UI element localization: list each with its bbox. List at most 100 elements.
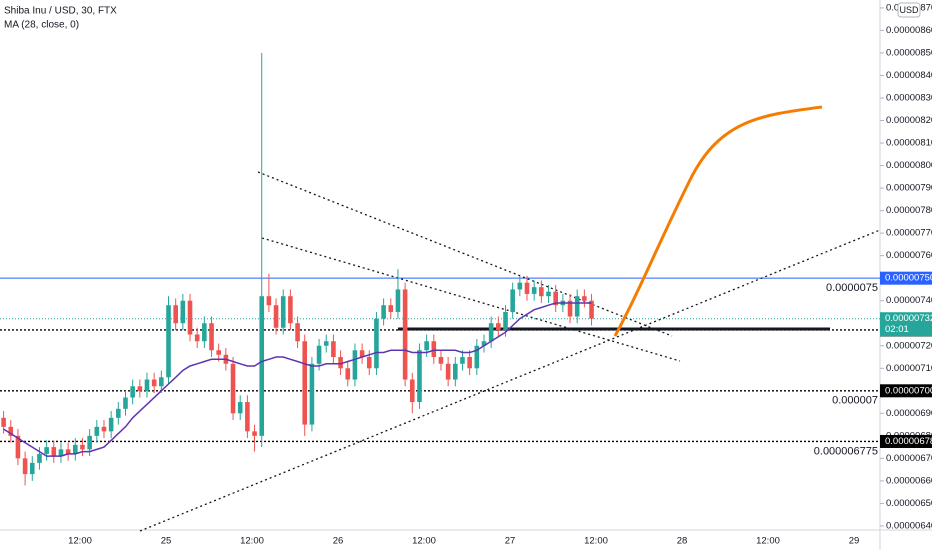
y-tick-label: 0.00000740 (886, 295, 932, 306)
candle-body (8, 426, 14, 436)
candle-body (374, 318, 379, 369)
candle-body (37, 453, 42, 463)
y-tick-label: 0.00000710 (886, 363, 932, 374)
price-tag (880, 271, 932, 285)
candle-body (352, 350, 358, 380)
candle-body (567, 300, 573, 317)
x-tick-label: 28 (677, 536, 688, 547)
candle-body (445, 363, 451, 380)
candle-body (44, 447, 49, 454)
candle-body (22, 458, 28, 475)
candle-body (159, 377, 164, 387)
x-tick-label: 26 (333, 536, 344, 547)
candle-body (453, 363, 458, 380)
candle-body (230, 363, 236, 414)
candle-body (80, 444, 85, 450)
plot (1, 52, 594, 486)
x-tick-label: 29 (849, 536, 860, 547)
candle-body (266, 296, 272, 306)
y-tick-label: 0.00000690 (886, 408, 932, 419)
currency-label[interactable]: USD (899, 5, 919, 15)
candle-body (288, 296, 293, 324)
candle-body (58, 449, 64, 457)
price-tags: 0.000007500.000007270.000007000.00000678… (880, 271, 932, 448)
candle-body (366, 357, 372, 369)
y-tick-label: 0.00000830 (886, 92, 932, 103)
trendline (257, 171, 673, 337)
currency-badge[interactable] (897, 2, 921, 18)
candle-body (467, 357, 472, 369)
candle-body (395, 289, 401, 312)
candle-body (589, 300, 594, 319)
candle-body (359, 350, 365, 358)
candle-body (245, 402, 250, 432)
candle-body (108, 417, 114, 432)
y-tick-label: 0.00000780 (886, 205, 932, 216)
candle-body (280, 296, 286, 328)
candle-body (1, 417, 6, 427)
candle-body (302, 341, 308, 425)
candle-body (417, 350, 422, 403)
candle-body (309, 363, 315, 425)
candle-body (94, 426, 100, 436)
candle-body (431, 341, 437, 358)
candle-body (216, 350, 221, 355)
x-tick-label: 12:00 (68, 536, 92, 547)
candle-body (166, 305, 171, 378)
candle-body (51, 447, 57, 457)
candle-body (252, 431, 257, 436)
candle-body (187, 300, 193, 335)
candle-body (381, 305, 386, 319)
candle-body (130, 386, 135, 398)
last-price-tag (880, 312, 932, 337)
candle-body (331, 341, 336, 358)
candle-body (173, 305, 178, 324)
y-tick-label: 0.00000820 (886, 115, 932, 126)
y-tick-label: 0.00000670 (886, 453, 932, 464)
candle-body (116, 408, 121, 418)
candle-body (488, 323, 494, 342)
x-tick-label: 27 (505, 536, 516, 547)
price-tag (880, 434, 932, 448)
y-tick-label: 0.00000770 (886, 228, 932, 239)
moving-average (3, 302, 592, 457)
y-tick-label: 0.00000720 (886, 340, 932, 351)
level-label: 0.0000075 (826, 282, 878, 294)
candle-body (531, 287, 537, 294)
candle-body (73, 444, 78, 454)
candle-body (323, 341, 329, 346)
candle-body (553, 291, 558, 306)
trendline (139, 229, 881, 532)
x-tick-label: 12:00 (756, 536, 780, 547)
candle-body (237, 402, 243, 414)
candle-body (202, 323, 207, 342)
candle-body (295, 323, 300, 342)
candle-body (517, 282, 523, 290)
candle-body (409, 379, 415, 403)
candle-body (87, 435, 92, 450)
y-tick-label: 0.00000640 (886, 520, 932, 531)
y-tick-label: 0.00000850 (886, 47, 932, 58)
candle-body (273, 305, 279, 328)
candle-body (388, 305, 394, 312)
candle-body (137, 386, 143, 391)
y-tick-label: 0.00000760 (886, 250, 932, 261)
y-tick-label: 0.00000800 (886, 160, 932, 171)
candle-body (474, 345, 480, 369)
candle-body (402, 289, 408, 380)
countdown-label: 02:01 (885, 324, 909, 335)
candle-body (65, 449, 71, 454)
candle-body (259, 296, 265, 436)
candle-body (338, 357, 343, 369)
y-tick-label: 0.00000810 (886, 138, 932, 149)
x-tick-label: 25 (161, 536, 172, 547)
x-tick-label: 12:00 (412, 536, 436, 547)
candle-body (144, 379, 150, 391)
candle-body (438, 357, 444, 364)
candle-body (539, 287, 544, 297)
level-label: 0.000007 (832, 395, 878, 407)
candle-body (574, 296, 580, 317)
candle-body (345, 368, 351, 380)
